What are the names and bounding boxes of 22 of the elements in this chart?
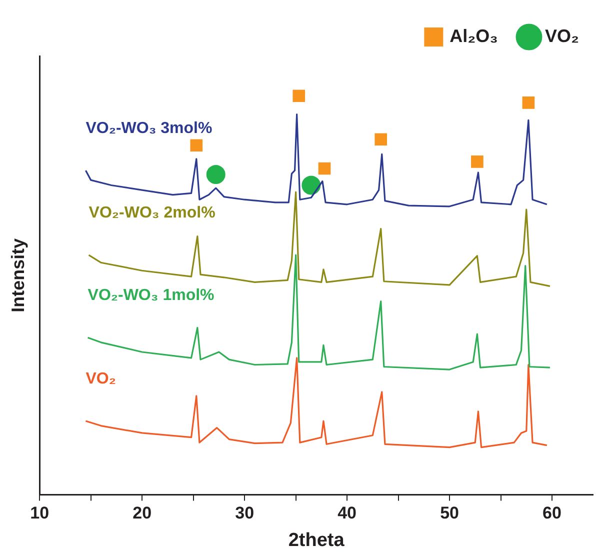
point: [522, 96, 535, 109]
point: [302, 176, 321, 195]
series-label: VO₂-WO₃ 3mol%: [86, 120, 212, 137]
point: [318, 162, 331, 175]
x-tick-label: 30: [235, 504, 254, 523]
x-tick-label: 60: [542, 504, 562, 523]
point: [190, 139, 203, 152]
series-label: VO₂-WO₃ 1mol%: [88, 287, 214, 304]
legend-label: Al₂O₃: [450, 26, 498, 46]
x-tick-label: 20: [132, 504, 152, 523]
legend-label: VO₂: [544, 26, 580, 46]
point: [292, 90, 306, 102]
x-tick-label: 50: [440, 504, 459, 523]
x-tick-label: 40: [338, 504, 357, 523]
text: VO₂: [86, 370, 116, 388]
x-tick-label: 10: [30, 504, 50, 523]
y-axis-title: Intensity: [8, 238, 28, 312]
point: [374, 133, 388, 146]
series-label: VO₂-WO₃ 2mol%: [88, 204, 216, 222]
x-axis-title: 2theta: [288, 530, 345, 551]
point: [206, 164, 226, 184]
point: [471, 156, 484, 168]
